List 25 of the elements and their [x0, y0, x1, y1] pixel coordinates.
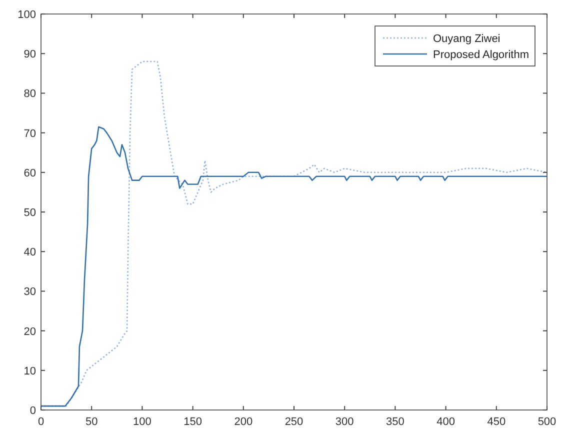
- line-series: [40, 126, 548, 407]
- y-tick-label: 90: [24, 48, 36, 61]
- y-tick-label: 10: [24, 365, 36, 378]
- x-tick-label: 100: [133, 416, 152, 428]
- y-tick-label: 60: [24, 167, 36, 180]
- y-tick-label: 50: [24, 207, 36, 219]
- y-tick-label: 80: [24, 88, 36, 100]
- y-tick-label: 70: [24, 128, 36, 140]
- y-tick-label: 100: [18, 9, 36, 21]
- x-tick-label: 300: [335, 416, 354, 428]
- y-tick-label: 30: [24, 286, 36, 298]
- y-tick-label: 40: [24, 246, 36, 259]
- y-tick-label: 20: [24, 326, 36, 338]
- x-tick-label: 0: [38, 416, 44, 428]
- legend-label: Proposed Algorithm: [433, 49, 529, 61]
- x-tick-label: 200: [234, 416, 253, 428]
- x-tick-label: 400: [436, 416, 455, 428]
- x-tick-label: 450: [487, 416, 506, 428]
- legend-label: Ouyang Ziwei: [433, 33, 500, 45]
- x-tick-label: 250: [284, 416, 304, 428]
- y-tick-label: 0: [30, 405, 36, 417]
- x-tick-label: 350: [386, 416, 404, 428]
- x-tick-label: 150: [184, 416, 202, 428]
- x-tick-label: 50: [85, 416, 98, 428]
- x-tick-label: 500: [538, 416, 556, 428]
